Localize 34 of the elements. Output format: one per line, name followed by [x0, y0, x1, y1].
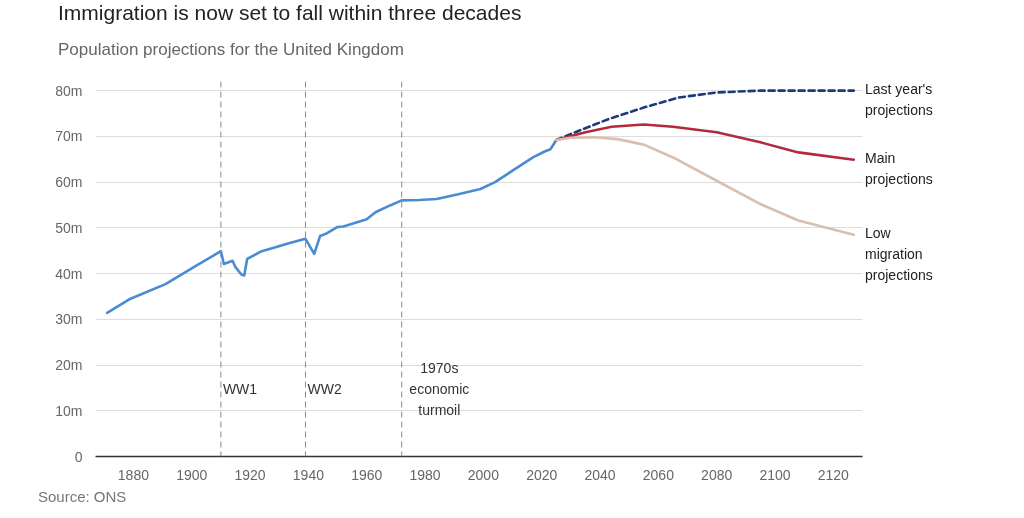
y-tick-label: 0: [74, 448, 83, 465]
y-tick-label: 30m: [55, 311, 83, 328]
ref-line-label: WW1: [222, 381, 258, 397]
line-series: [105, 138, 558, 315]
y-tick-label: 20m: [55, 357, 83, 374]
y-tick-label: 60m: [55, 174, 83, 191]
series-label: Main projections: [865, 149, 933, 190]
x-tick-label: 1980: [409, 466, 441, 483]
series-label: Low migration projections: [865, 224, 933, 286]
y-tick-label: 10m: [55, 402, 83, 419]
y-tick-label: 40m: [55, 265, 83, 282]
source-note: Source: ONS: [38, 488, 127, 506]
x-tick-label: 2020: [526, 466, 558, 483]
x-tick-label: 1960: [351, 466, 383, 483]
ref-line-label: 1970s economic turmoil: [409, 360, 470, 418]
x-tick-label: 2060: [642, 466, 675, 483]
x-tick-label: 2040: [584, 466, 616, 483]
x-tick-label: 2100: [759, 466, 791, 483]
y-tick-label: 50m: [55, 219, 83, 236]
y-tick-label: 80m: [55, 82, 83, 99]
x-tick-label: 1920: [234, 466, 266, 483]
x-tick-label: 1940: [292, 466, 325, 483]
x-tick-label: 1880: [117, 466, 150, 483]
ref-line-label: WW2: [307, 381, 342, 397]
x-tick-label: 2080: [701, 466, 733, 483]
x-tick-label: 2120: [817, 466, 850, 483]
line-series: [554, 135, 856, 236]
y-tick-label: 70m: [55, 128, 83, 145]
chart-title: Immigration is now set to fall within three decades: [58, 0, 522, 26]
series-label: Last year's projections: [865, 80, 933, 121]
chart-subtitle: Population projections for the United Kingdom: [58, 40, 404, 61]
x-tick-label: 2000: [467, 466, 500, 483]
x-tick-label: 1900: [176, 466, 208, 483]
line-series: [554, 123, 856, 161]
